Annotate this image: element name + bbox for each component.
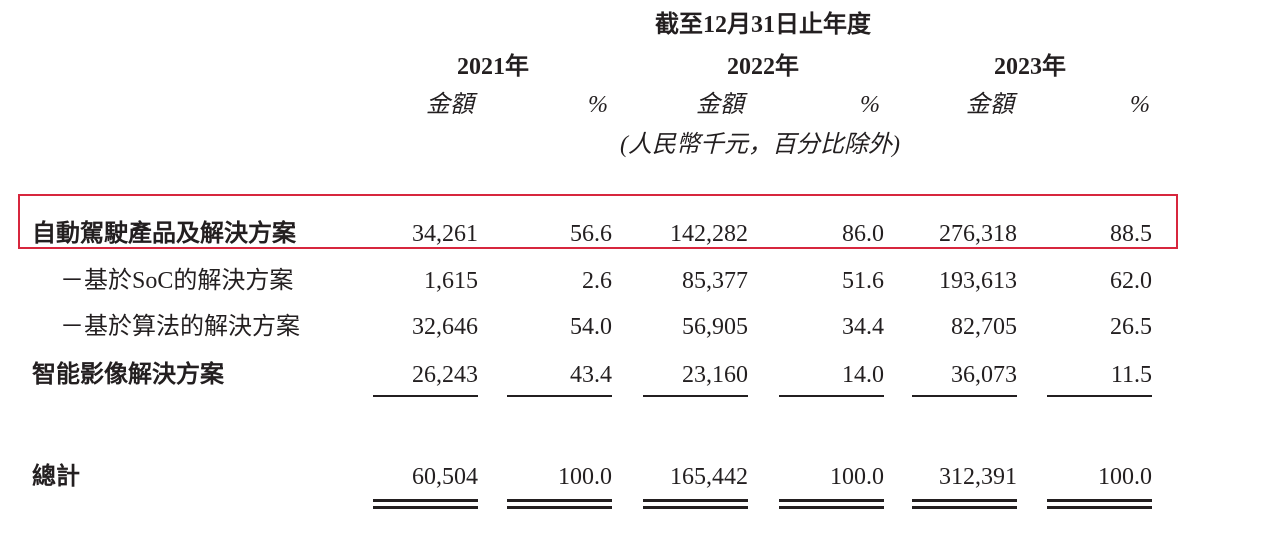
column-header: 金額 bbox=[966, 92, 1014, 118]
cell-value: 1,615 bbox=[424, 268, 478, 294]
rule-line bbox=[643, 499, 748, 502]
cell-value: 26,243 bbox=[412, 362, 478, 388]
cell-value: 34,261 bbox=[412, 221, 478, 247]
year-header: 2023年 bbox=[994, 54, 1066, 80]
cell-value: 142,282 bbox=[670, 221, 748, 247]
year-header: 2022年 bbox=[727, 54, 799, 80]
row-label: 智能影像解決方案 bbox=[32, 362, 224, 388]
cell-value: 100.0 bbox=[558, 464, 612, 490]
column-header: % bbox=[588, 92, 608, 118]
cell-value: 23,160 bbox=[682, 362, 748, 388]
cell-value: 193,613 bbox=[939, 268, 1017, 294]
cell-value: 82,705 bbox=[951, 314, 1017, 340]
rule-line bbox=[912, 499, 1017, 502]
row-label: －基於SoC的解決方案 bbox=[60, 268, 294, 294]
cell-value: 2.6 bbox=[582, 268, 612, 294]
rule-line bbox=[912, 506, 1017, 509]
cell-value: 14.0 bbox=[842, 362, 884, 388]
cell-value: 34.4 bbox=[842, 314, 884, 340]
unit-note: (人民幣千元，百分比除外) bbox=[620, 132, 900, 158]
cell-value: 56.6 bbox=[570, 221, 612, 247]
table-title: 截至12月31日止年度 bbox=[655, 12, 871, 38]
rule-line bbox=[1047, 506, 1152, 509]
row-label: 總計 bbox=[32, 464, 80, 490]
highlight-box bbox=[18, 194, 1178, 249]
cell-value: 86.0 bbox=[842, 221, 884, 247]
rule-line bbox=[507, 499, 612, 502]
rule-line bbox=[373, 506, 478, 509]
rule-line bbox=[779, 499, 884, 502]
cell-value: 56,905 bbox=[682, 314, 748, 340]
cell-value: 26.5 bbox=[1110, 314, 1152, 340]
cell-value: 60,504 bbox=[412, 464, 478, 490]
row-label: －基於算法的解決方案 bbox=[60, 314, 300, 340]
column-header: 金額 bbox=[696, 92, 744, 118]
cell-value: 165,442 bbox=[670, 464, 748, 490]
year-header: 2021年 bbox=[457, 54, 529, 80]
row-label: 自動駕駛產品及解決方案 bbox=[32, 221, 296, 247]
cell-value: 100.0 bbox=[830, 464, 884, 490]
cell-value: 88.5 bbox=[1110, 221, 1152, 247]
rule-line bbox=[373, 499, 478, 502]
rule-line bbox=[1047, 395, 1152, 397]
cell-value: 43.4 bbox=[570, 362, 612, 388]
cell-value: 32,646 bbox=[412, 314, 478, 340]
rule-line bbox=[779, 395, 884, 397]
cell-value: 51.6 bbox=[842, 268, 884, 294]
cell-value: 85,377 bbox=[682, 268, 748, 294]
rule-line bbox=[643, 395, 748, 397]
rule-line bbox=[1047, 499, 1152, 502]
rule-line bbox=[912, 395, 1017, 397]
cell-value: 312,391 bbox=[939, 464, 1017, 490]
rule-line bbox=[373, 395, 478, 397]
rule-line bbox=[507, 506, 612, 509]
cell-value: 62.0 bbox=[1110, 268, 1152, 294]
cell-value: 100.0 bbox=[1098, 464, 1152, 490]
column-header: % bbox=[1130, 92, 1150, 118]
cell-value: 11.5 bbox=[1110, 362, 1152, 388]
cell-value: 36,073 bbox=[951, 362, 1017, 388]
column-header: 金額 bbox=[426, 92, 474, 118]
column-header: % bbox=[860, 92, 880, 118]
rule-line bbox=[507, 395, 612, 397]
rule-line bbox=[643, 506, 748, 509]
cell-value: 276,318 bbox=[939, 221, 1017, 247]
rule-line bbox=[779, 506, 884, 509]
cell-value: 54.0 bbox=[570, 314, 612, 340]
